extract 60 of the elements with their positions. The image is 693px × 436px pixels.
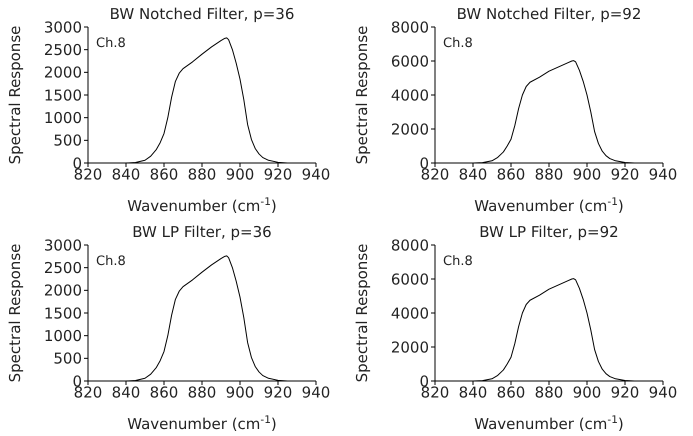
y-tick-label: 500 [53,132,82,150]
x-axis-title: Wavenumber (cm$^{-1}$) [127,414,277,433]
y-tick-label: 6000 [390,270,429,288]
x-tick-label: 840 [112,166,140,184]
x-tick-label: 920 [610,166,640,184]
annotation: Ch.8 [96,36,126,51]
y-axis-title: Spectral Response [6,26,24,164]
x-tick-label: 880 [188,166,216,184]
x-tick-label: 860 [150,384,178,402]
y-tick-label: 8000 [390,236,429,254]
x-tick-label: 940 [648,384,678,402]
y-tick-label: 2000 [390,120,429,138]
y-axis-title: Spectral Response [353,26,371,164]
chart-title: BW LP Filter, p=36 [132,223,272,241]
y-tick-label: 3000 [44,236,82,254]
x-tick-label: 920 [264,166,292,184]
annotation: Ch.8 [96,254,126,269]
x-tick-label: 840 [458,384,488,402]
x-tick-label: 920 [264,384,292,402]
y-tick-label: 1000 [44,108,82,127]
x-tick-label: 900 [226,384,254,402]
y-tick-label: 3000 [44,18,82,36]
y-tick-label: 2000 [44,64,82,82]
y-axis-title: Spectral Response [6,244,24,382]
x-tick-label: 860 [496,384,526,402]
x-tick-label: 860 [150,166,178,184]
chart-title: BW Notched Filter, p=36 [110,5,294,23]
x-tick-label: 880 [534,384,564,402]
y-tick-label: 500 [53,350,82,368]
y-tick-label: 1000 [44,326,82,345]
annotation: Ch.8 [443,36,473,51]
y-tick-label: 4000 [390,86,429,104]
y-tick-label: 2000 [390,338,429,356]
x-tick-label: 940 [648,166,678,184]
x-tick-label: 880 [534,166,564,184]
chart-title: BW LP Filter, p=92 [479,223,619,241]
y-tick-label: 2000 [44,282,82,300]
annotation: Ch.8 [443,254,473,269]
y-tick-label: 2500 [44,40,82,59]
x-tick-label: 900 [572,384,602,402]
x-axis-title: Wavenumber (cm$^{-1}$) [127,196,277,215]
y-tick-label: 2500 [44,258,82,277]
y-tick-label: 6000 [390,52,429,70]
x-tick-label: 860 [496,166,526,184]
x-axis-title: Wavenumber (cm$^{-1}$) [474,196,624,215]
x-tick-label: 840 [458,166,488,184]
x-tick-label: 940 [302,384,330,402]
y-tick-label: 1500 [44,304,82,322]
x-tick-label: 900 [226,166,254,184]
x-tick-label: 880 [188,384,216,402]
y-tick-label: 1500 [44,86,82,104]
x-tick-label: 900 [572,166,602,184]
y-tick-label: 4000 [390,304,429,322]
chart-title: BW Notched Filter, p=92 [456,5,642,23]
x-tick-label: 920 [610,384,640,402]
y-axis-title: Spectral Response [353,244,371,382]
x-axis-title: Wavenumber (cm$^{-1}$) [474,414,624,433]
y-tick-label: 8000 [390,18,429,36]
x-tick-label: 840 [112,384,140,402]
x-tick-label: 940 [302,166,330,184]
